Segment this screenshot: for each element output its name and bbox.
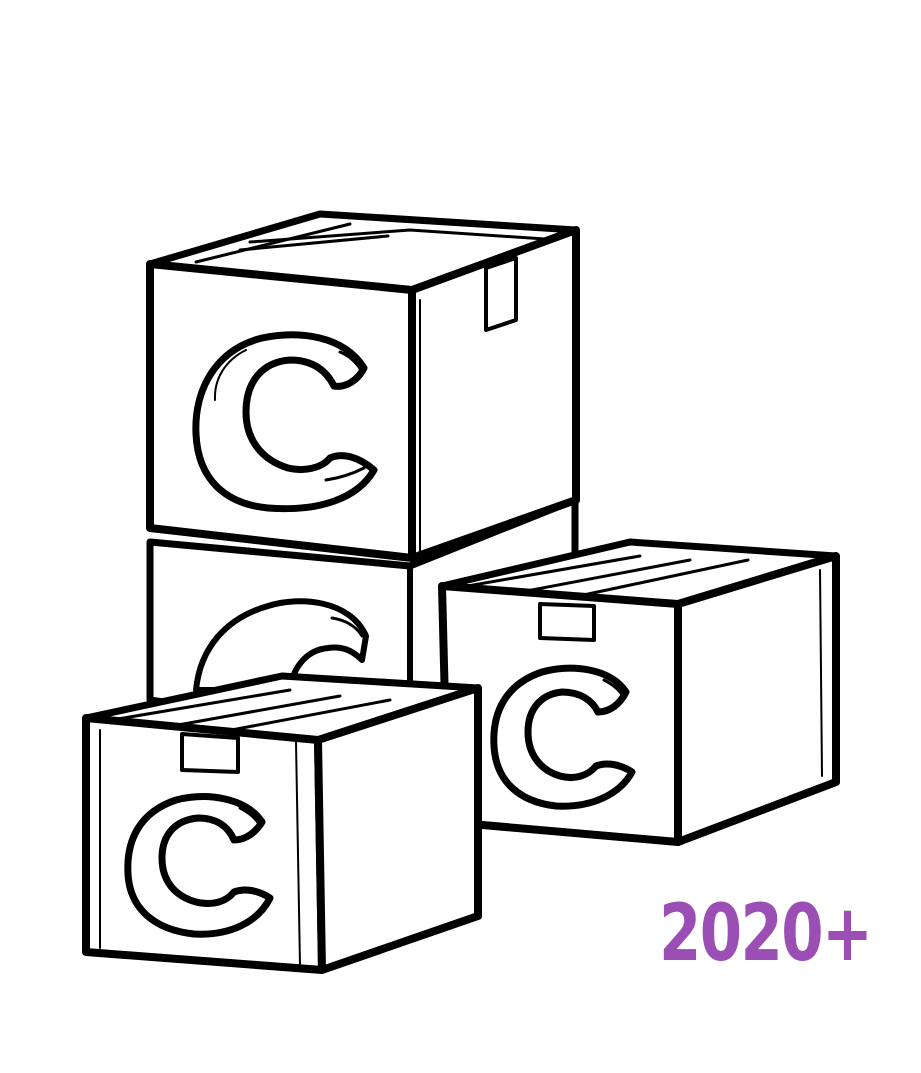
letter-c-front-left: [124, 793, 274, 938]
letter-c-top-stack: [192, 331, 378, 513]
letter-c-bottom-stack: [193, 598, 369, 693]
letter-c-right: [490, 664, 636, 810]
box-right: [438, 538, 840, 846]
box-front-left: [82, 672, 482, 974]
year-label: 2020+: [658, 889, 872, 979]
box-top-stack: [146, 210, 580, 562]
